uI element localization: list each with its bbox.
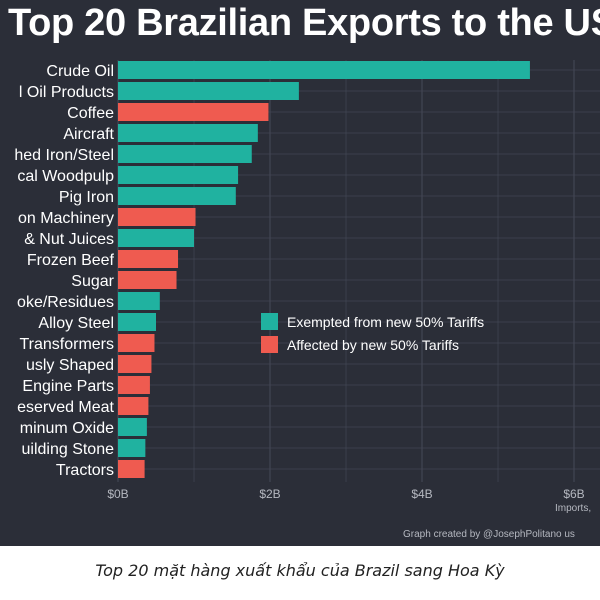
category-label: on Machinery [18, 210, 114, 227]
x-tick-label: $4B [411, 487, 432, 501]
bar [118, 334, 155, 352]
legend-label: Affected by new 50% Tariffs [287, 337, 459, 353]
image-caption: Top 20 mặt hàng xuất khẩu của Brazil san… [95, 561, 505, 580]
bar [118, 460, 145, 478]
x-tick-label: $0B [107, 487, 128, 501]
bar [118, 271, 177, 289]
bar [118, 292, 160, 310]
legend-swatch [261, 336, 278, 353]
legend-swatch [261, 313, 278, 330]
bar [118, 250, 179, 268]
category-label: Frozen Beef [27, 252, 115, 269]
category-label: Transformers [19, 336, 114, 353]
category-label: l Oil Products [19, 84, 114, 101]
category-label: Aircraft [63, 126, 114, 143]
chart-panel: Crude Oil l Oil Products Coffee Aircraft hed… [0, 0, 600, 546]
category-label: hed Iron/Steel [14, 147, 114, 164]
source-note: Graph created by @JosephPolitano us [403, 529, 575, 540]
category-label: usly Shaped [26, 357, 114, 374]
legend-label: Exempted from new 50% Tariffs [287, 314, 484, 330]
category-label: oke/Residues [17, 294, 114, 311]
bar [118, 124, 258, 142]
category-label: eserved Meat [17, 399, 114, 416]
x-axis-label: Imports, [555, 503, 591, 514]
x-tick-label: $6B [563, 487, 584, 501]
category-label: Alloy Steel [38, 315, 114, 332]
bar [118, 376, 150, 394]
category-label: Sugar [71, 273, 114, 290]
bar [118, 208, 196, 226]
chart-title: Top 20 Brazilian Exports to the US [8, 2, 600, 44]
category-label: cal Woodpulp [17, 168, 114, 185]
bar [118, 166, 239, 184]
bar [118, 61, 530, 79]
bar [118, 145, 252, 163]
category-label: Engine Parts [22, 378, 114, 395]
bar [118, 439, 146, 457]
bar [118, 103, 269, 121]
category-label: uilding Stone [21, 441, 114, 458]
bar [118, 229, 194, 247]
category-label: Coffee [67, 105, 114, 122]
bar [118, 418, 147, 436]
category-label: Crude Oil [46, 63, 114, 80]
x-tick-label: $2B [259, 487, 280, 501]
bar [118, 187, 236, 205]
category-label: & Nut Juices [24, 231, 114, 248]
bar [118, 355, 152, 373]
bar [118, 313, 156, 331]
bar-chart: Crude Oil l Oil Products Coffee Aircraft hed… [14, 60, 600, 540]
bar [118, 82, 299, 100]
category-label: Pig Iron [59, 189, 114, 206]
category-label: Tractors [56, 462, 114, 479]
bar [118, 397, 149, 415]
category-label: minum Oxide [20, 420, 114, 437]
